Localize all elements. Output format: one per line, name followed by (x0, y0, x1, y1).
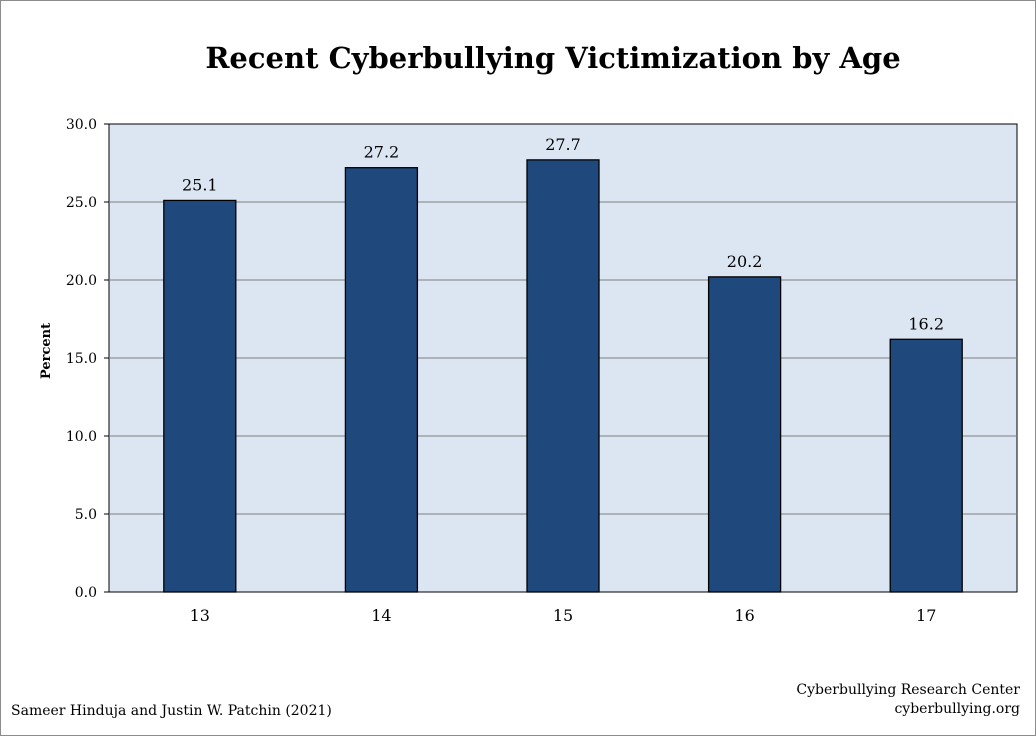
y-axis-label: Percent (39, 323, 54, 379)
x-tick-label: 13 (190, 606, 210, 625)
bar-age-17 (889, 338, 963, 593)
data-label: 27.7 (545, 135, 581, 154)
x-tick-label: 14 (371, 606, 391, 625)
org-credit: Cyberbullying Research Center cyberbully… (796, 681, 1020, 719)
chart-title: Recent Cyberbullying Victimization by Ag… (205, 41, 900, 75)
data-label: 25.1 (182, 175, 218, 194)
y-axis-ticks: 0.0 5.0 10.0 15.0 20.0 25.0 30.0 (66, 117, 109, 601)
y-tick-label: 15.0 (66, 351, 97, 367)
x-tick-label: 16 (734, 606, 754, 625)
x-axis-ticks: 13 14 15 16 17 (190, 606, 937, 625)
x-tick-label: 17 (916, 606, 936, 625)
data-label: 16.2 (908, 314, 944, 333)
bars (163, 159, 963, 593)
bar-age-16 (707, 276, 782, 593)
bar-age-13 (163, 199, 237, 593)
y-tick-label: 5.0 (75, 507, 97, 523)
bar-age-14 (344, 167, 419, 593)
x-tick-label: 15 (553, 606, 573, 625)
source-credit: Sameer Hinduja and Justin W. Patchin (20… (11, 703, 332, 719)
data-label: 27.2 (364, 143, 400, 162)
y-tick-label: 25.0 (66, 195, 97, 211)
bar-age-15 (526, 159, 600, 593)
y-tick-label: 30.0 (66, 117, 97, 133)
y-tick-label: 0.0 (75, 585, 97, 601)
data-labels: 25.1 27.2 27.7 20.2 16.2 (182, 135, 944, 333)
y-tick-label: 10.0 (66, 429, 97, 445)
org-name: Cyberbullying Research Center (796, 682, 1020, 698)
org-website: cyberbullying.org (894, 701, 1020, 717)
y-tick-label: 20.0 (66, 273, 97, 289)
data-label: 20.2 (727, 252, 763, 271)
